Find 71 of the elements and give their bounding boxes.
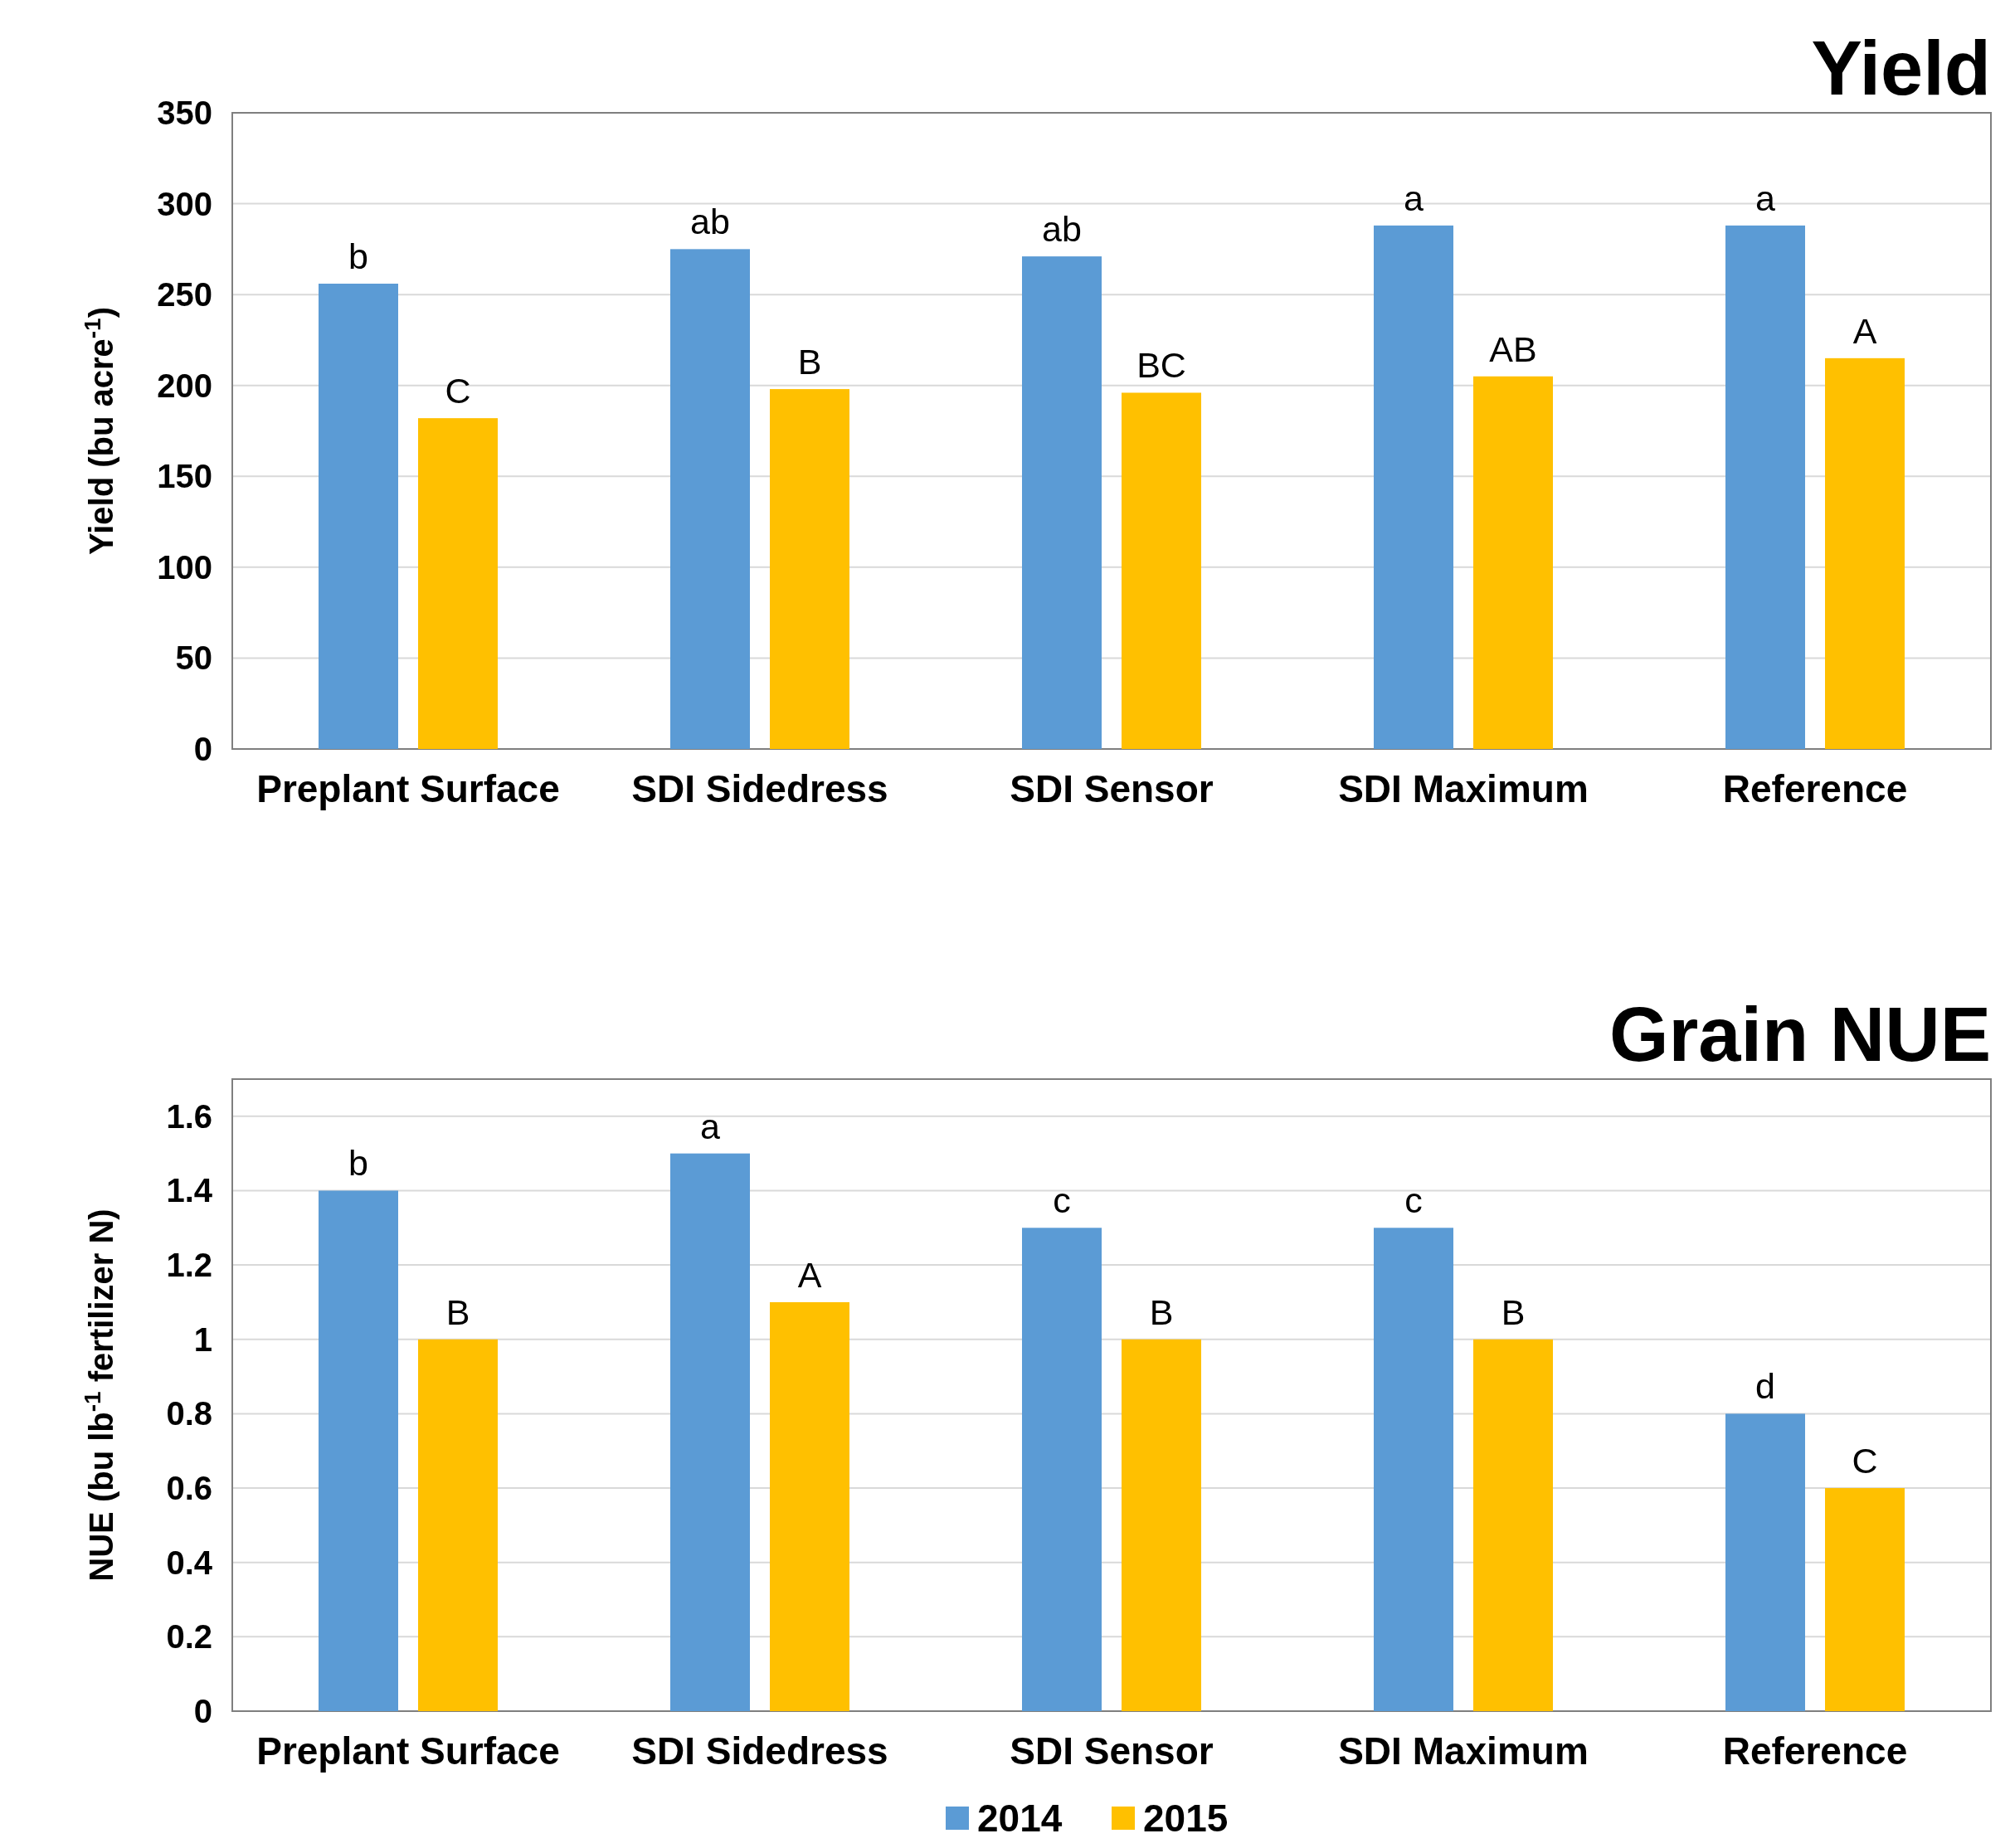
x-tick-label: SDI Maximum xyxy=(1338,767,1589,810)
x-tick-label: SDI Sidedress xyxy=(631,767,888,810)
y-tick-label: 150 xyxy=(157,458,212,495)
bar xyxy=(1022,1228,1102,1711)
legend-label: 2015 xyxy=(1143,1797,1229,1840)
bar xyxy=(319,283,398,749)
y-tick-label: 0.6 xyxy=(166,1470,212,1507)
x-tick-label: Preplant Surface xyxy=(256,767,560,810)
bar xyxy=(1473,1339,1553,1711)
bar xyxy=(1725,1413,1805,1711)
y-tick-label: 200 xyxy=(157,367,212,404)
data-label: BC xyxy=(1136,345,1186,386)
data-label: AB xyxy=(1489,328,1537,369)
x-tick-label: SDI Sidedress xyxy=(631,1729,888,1773)
data-label: B xyxy=(797,342,822,382)
data-label: c xyxy=(1053,1180,1071,1221)
data-label: A xyxy=(1852,310,1877,351)
bar xyxy=(319,1190,398,1711)
data-label: a xyxy=(1404,178,1424,218)
data-label: c xyxy=(1404,1180,1423,1221)
y-tick-label: 100 xyxy=(157,548,212,586)
x-tick-label: SDI Maximum xyxy=(1338,1729,1589,1773)
bar xyxy=(770,1301,849,1711)
bar xyxy=(770,389,849,749)
y-tick-label: 250 xyxy=(157,276,212,314)
data-label: A xyxy=(797,1254,822,1295)
bar xyxy=(670,1153,750,1711)
x-tick-label: SDI Sensor xyxy=(1010,767,1214,810)
data-label: B xyxy=(445,1291,470,1332)
y-tick-label: 0 xyxy=(193,1693,212,1729)
y-tick-label: 1.6 xyxy=(166,1097,212,1135)
x-tick-label: Reference xyxy=(1722,1729,1908,1773)
bar xyxy=(1725,225,1805,749)
y-tick-label: 1.4 xyxy=(166,1172,213,1209)
data-label: b xyxy=(348,236,368,276)
legend-label: 2014 xyxy=(977,1797,1063,1840)
y-tick-label: 1 xyxy=(193,1320,212,1358)
bar xyxy=(1122,1339,1201,1711)
x-tick-label: Reference xyxy=(1722,767,1908,810)
bar xyxy=(670,249,750,749)
bar xyxy=(1374,225,1453,749)
bar xyxy=(1022,256,1102,749)
data-label: B xyxy=(1501,1291,1526,1332)
y-tick-label: 300 xyxy=(157,185,212,222)
chart-title: Grain NUE xyxy=(1608,992,1991,1077)
data-label: C xyxy=(445,371,471,411)
bar xyxy=(418,418,498,749)
chart-title: Yield xyxy=(1811,26,1991,110)
y-tick-label: 50 xyxy=(175,640,212,677)
data-label: d xyxy=(1755,1366,1775,1407)
data-label: a xyxy=(1755,178,1776,218)
data-label: ab xyxy=(690,202,730,242)
bar xyxy=(1825,1488,1905,1711)
data-label: B xyxy=(1149,1291,1174,1332)
bar xyxy=(1473,376,1553,749)
y-tick-label: 1.2 xyxy=(166,1247,212,1284)
bar xyxy=(1374,1228,1453,1711)
x-tick-label: Preplant Surface xyxy=(256,1729,560,1773)
data-label: b xyxy=(348,1143,368,1184)
y-tick-label: 0 xyxy=(193,731,212,767)
bar xyxy=(1825,357,1905,749)
x-tick-label: SDI Sensor xyxy=(1010,1729,1214,1773)
bar xyxy=(418,1339,498,1711)
data-label: ab xyxy=(1042,209,1082,250)
bar xyxy=(1122,392,1201,749)
y-tick-label: 0.8 xyxy=(166,1395,212,1432)
data-label: C xyxy=(1852,1441,1878,1481)
data-label: a xyxy=(700,1106,721,1146)
y-tick-label: 0.2 xyxy=(166,1618,212,1656)
y-tick-label: 0.4 xyxy=(166,1544,213,1581)
y-tick-label: 350 xyxy=(157,95,212,131)
